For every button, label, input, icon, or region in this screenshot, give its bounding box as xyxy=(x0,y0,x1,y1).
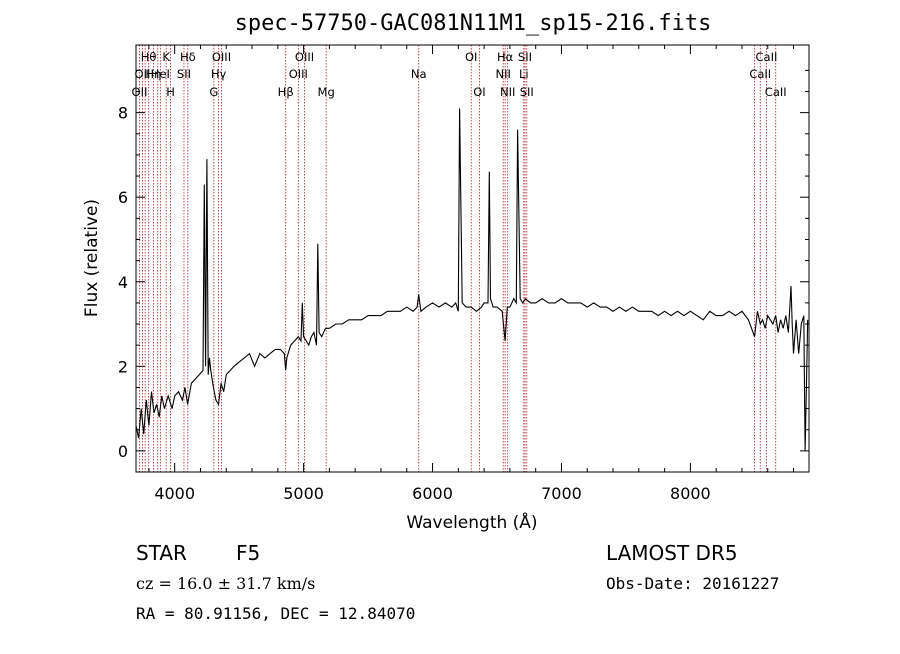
line-label: OIII xyxy=(212,50,231,64)
y-tick-label: 2 xyxy=(118,357,128,376)
y-tick-label: 0 xyxy=(118,442,128,461)
survey-name: LAMOST DR5 xyxy=(606,541,738,565)
line-label: Hη xyxy=(145,67,161,81)
x-tick-label: 6000 xyxy=(412,484,453,503)
observation-date: Obs-Date: 20161227 xyxy=(606,574,779,593)
line-label: Mg xyxy=(318,85,335,99)
line-label: OI xyxy=(473,85,485,99)
line-label: Hγ xyxy=(211,67,227,81)
line-label: SII xyxy=(518,50,532,64)
y-axis: 0 2 4 6 8 xyxy=(118,69,809,461)
line-label: Li xyxy=(519,67,529,81)
emission-line-markers xyxy=(139,45,777,472)
line-label: Hθ xyxy=(141,50,157,64)
line-label: Hα xyxy=(497,50,514,64)
line-label: K xyxy=(162,50,170,64)
line-label: Hδ xyxy=(180,50,196,64)
redshift-cz: cz = 16.0 ± 31.7 km/s xyxy=(136,574,315,593)
line-label: H xyxy=(166,85,175,99)
line-label: OI xyxy=(465,50,477,64)
line-label: NII xyxy=(500,85,515,99)
line-label: CaII xyxy=(749,67,771,81)
y-tick-label: 6 xyxy=(118,188,128,207)
line-label: SII xyxy=(177,67,191,81)
object-class: STAR xyxy=(136,541,187,565)
line-label: NII xyxy=(495,67,510,81)
x-axis: 4000 5000 6000 7000 8000 xyxy=(148,45,795,503)
object-subclass: F5 xyxy=(236,541,260,565)
line-label: CaII xyxy=(765,85,787,99)
x-axis-label: Wavelength (Å) xyxy=(406,511,537,533)
spectrum-line xyxy=(135,108,809,451)
y-axis-label: Flux (relative) xyxy=(82,199,102,317)
line-label: OIII xyxy=(295,50,314,64)
line-label: HeI xyxy=(151,67,170,81)
x-tick-label: 4000 xyxy=(154,484,195,503)
line-label: SII xyxy=(520,85,534,99)
x-tick-label: 5000 xyxy=(283,484,324,503)
line-label: Na xyxy=(411,67,427,81)
line-label: CaII xyxy=(756,50,778,64)
ra-dec: RA = 80.91156, DEC = 12.84070 xyxy=(136,604,415,623)
x-tick-label: 7000 xyxy=(541,484,582,503)
emission-line-labels: OIIOIIHθHηHeIKHSIIHδGHγOIIIHβOIIIOIIIMgN… xyxy=(132,50,787,99)
line-label: OIII xyxy=(289,67,308,81)
plot-frame xyxy=(135,44,810,473)
chart-title: spec-57750-GAC081N11M1_sp15-216.fits xyxy=(235,11,712,36)
line-label: Hβ xyxy=(278,85,294,99)
y-tick-label: 8 xyxy=(118,104,128,123)
line-label: G xyxy=(209,85,218,99)
x-tick-label: 8000 xyxy=(670,484,711,503)
y-tick-label: 4 xyxy=(118,273,128,292)
